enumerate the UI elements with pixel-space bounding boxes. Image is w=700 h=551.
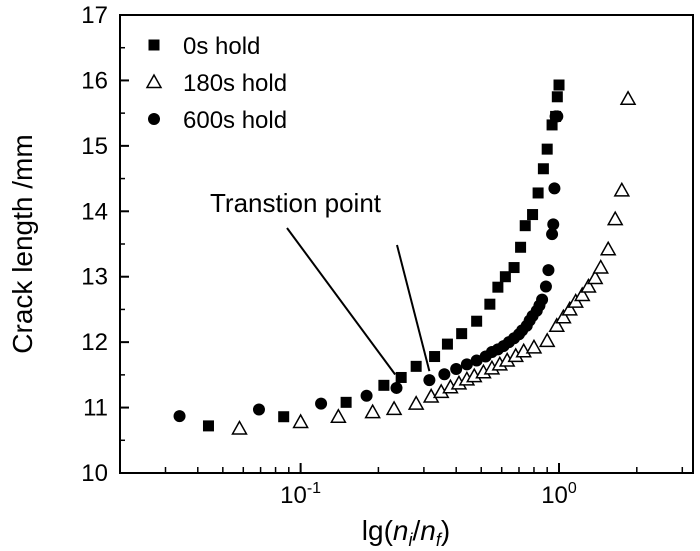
data-point (460, 358, 473, 371)
data-point (378, 379, 390, 391)
data-point (471, 315, 483, 327)
data-point (599, 240, 617, 256)
data-point (423, 374, 436, 387)
legend-label: 600s hold (183, 107, 287, 134)
data-point (555, 308, 572, 324)
y-tick-label: 12 (81, 329, 108, 356)
data-point (278, 411, 290, 423)
data-point (484, 298, 496, 310)
data-point (231, 419, 248, 435)
series-2 (231, 90, 637, 435)
data-point (542, 264, 555, 277)
y-tick-label: 11 (83, 395, 108, 422)
data-point (390, 381, 403, 394)
data-point (547, 218, 560, 231)
data-point (553, 79, 565, 91)
annotation-label: Transtion point (210, 188, 382, 218)
data-point (173, 410, 186, 423)
legend-marker (148, 39, 160, 51)
legend-marker (145, 73, 163, 89)
data-point (364, 403, 381, 419)
data-point (340, 396, 352, 408)
data-point (551, 110, 564, 123)
data-point (360, 389, 373, 402)
x-tick-label: 10-1 (280, 480, 321, 509)
data-point (292, 413, 309, 429)
data-point (546, 228, 559, 241)
data-point (592, 259, 609, 274)
data-point (586, 269, 604, 285)
data-point (499, 271, 511, 283)
y-tick-label: 16 (81, 67, 108, 94)
data-point (613, 181, 631, 197)
y-tick-label: 14 (81, 198, 108, 225)
data-point (537, 163, 549, 175)
data-point (606, 210, 624, 226)
x-axis-title: lg(ni/nf) (362, 515, 450, 550)
data-point (619, 90, 637, 105)
data-point (450, 362, 463, 375)
x-tick-label: 100 (541, 480, 577, 509)
annotation-leader-line (286, 227, 396, 376)
data-point (395, 371, 407, 383)
data-point (330, 408, 347, 423)
data-point (492, 281, 504, 293)
y-tick-label: 10 (81, 460, 108, 487)
data-point (546, 119, 558, 131)
data-point (410, 360, 422, 372)
data-point (548, 182, 561, 195)
data-point (548, 317, 566, 333)
data-point (441, 338, 453, 350)
data-point (519, 220, 531, 232)
y-axis: 10 11 12 13 14 15 16 17 (81, 2, 129, 487)
data-point (539, 280, 552, 293)
data-point (538, 332, 556, 348)
legend-label: 180s hold (183, 70, 287, 97)
data-point (438, 368, 451, 381)
data-point (385, 400, 403, 416)
series-3 (173, 110, 564, 423)
series-1 (202, 79, 565, 432)
data-point (515, 342, 532, 358)
legend-label: 0s hold (183, 33, 260, 60)
y-tick-label: 13 (81, 264, 108, 291)
data-point (525, 338, 543, 354)
data-point (580, 277, 597, 293)
data-point (508, 262, 520, 274)
data-point (456, 328, 468, 340)
y-axis-title: Crack length /mm (7, 134, 38, 353)
data-point (202, 420, 214, 432)
y-tick-label: 15 (81, 133, 108, 160)
data-point (536, 293, 549, 306)
annotation: Transtion point (210, 188, 431, 376)
legend-marker (148, 113, 160, 125)
legend: 0s hold 180s hold 600s hold (145, 33, 287, 134)
x-axis: 10-1 100 (119, 463, 684, 509)
data-point (407, 395, 425, 410)
data-point (551, 91, 563, 103)
data-point (515, 241, 527, 253)
data-point (541, 143, 553, 155)
data-point (561, 300, 578, 316)
annotation-leader-line (396, 244, 431, 372)
data-point (315, 397, 328, 410)
data-point (573, 286, 591, 302)
data-point (470, 354, 483, 367)
data-marks (173, 79, 637, 435)
y-tick-label: 17 (81, 2, 108, 29)
data-point (429, 351, 441, 363)
data-point (252, 403, 265, 416)
data-point (527, 209, 539, 221)
data-point (532, 187, 544, 199)
